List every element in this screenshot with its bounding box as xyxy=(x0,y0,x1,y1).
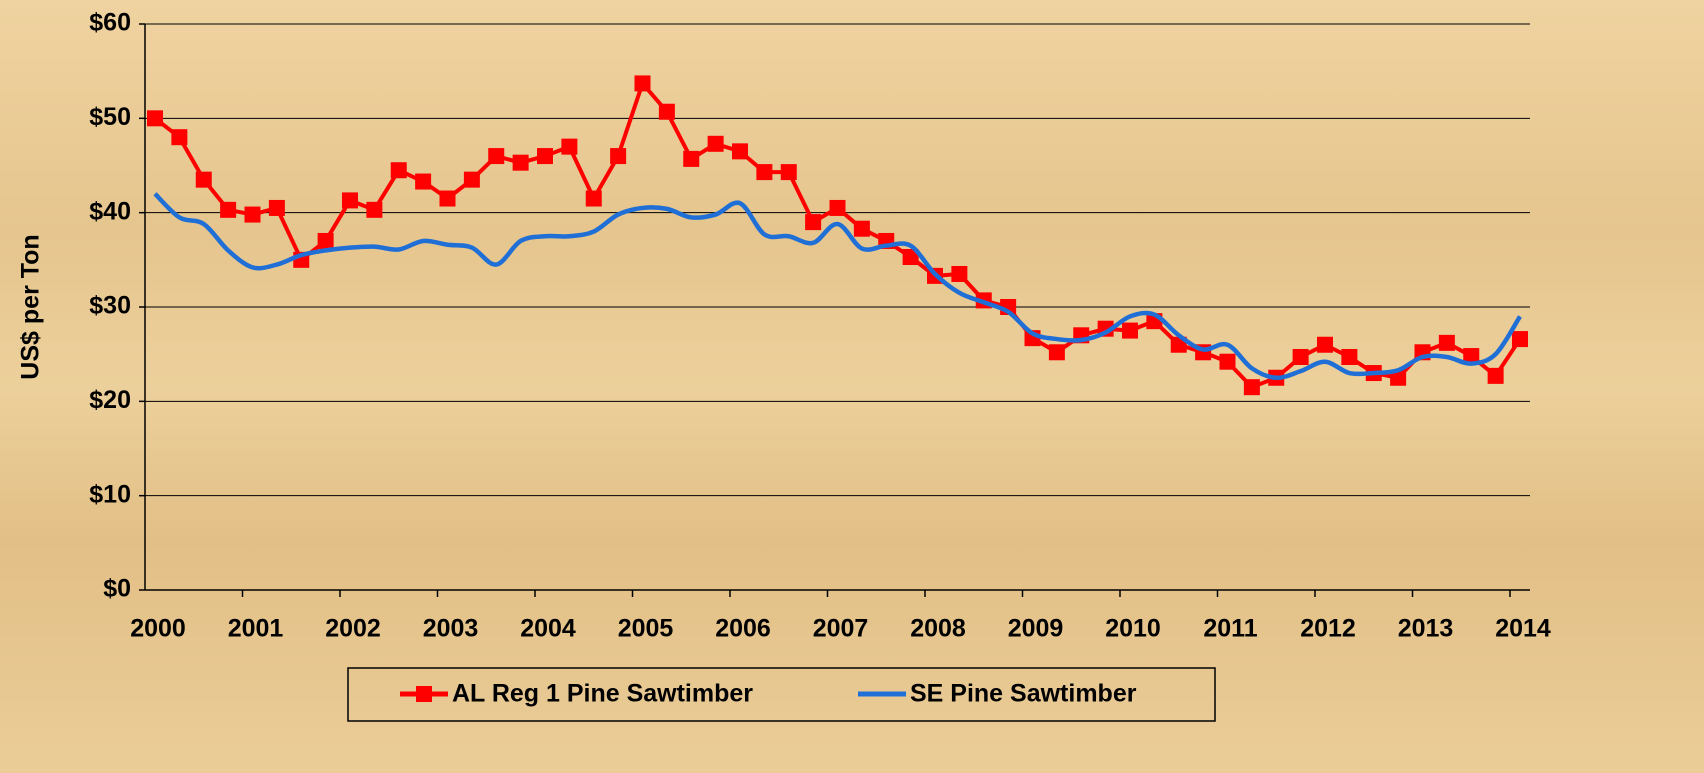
marker xyxy=(220,201,237,218)
marker xyxy=(1487,367,1504,384)
marker xyxy=(707,135,724,152)
x-tick-label: 2001 xyxy=(228,615,284,643)
x-tick-label: 2005 xyxy=(618,615,674,643)
marker xyxy=(439,190,456,207)
x-tick-label: 2009 xyxy=(1008,615,1064,643)
legend-label: SE Pine Sawtimber xyxy=(910,680,1137,708)
marker xyxy=(342,192,358,209)
x-tick-label: 2012 xyxy=(1300,615,1356,643)
marker xyxy=(732,143,748,160)
marker xyxy=(195,171,212,188)
x-tick-label: 2007 xyxy=(813,615,869,643)
y-tick-label: $50 xyxy=(89,103,131,131)
marker xyxy=(634,75,651,92)
series-line xyxy=(153,192,1522,381)
marker xyxy=(1292,348,1309,365)
x-tick-label: 2002 xyxy=(325,615,381,643)
marker xyxy=(463,171,480,188)
marker xyxy=(1219,353,1236,370)
marker xyxy=(1048,344,1065,361)
marker xyxy=(853,220,870,237)
marker xyxy=(1243,379,1260,396)
marker xyxy=(561,138,578,155)
y-tick-label: $0 xyxy=(103,575,131,603)
marker xyxy=(415,173,432,190)
y-tick-label: $40 xyxy=(89,197,131,225)
marker xyxy=(1438,334,1455,351)
legend-box xyxy=(347,667,1216,722)
x-tick-label: 2003 xyxy=(423,615,479,643)
marker xyxy=(683,150,700,167)
marker xyxy=(829,199,846,216)
y-tick-label: $20 xyxy=(89,386,131,414)
marker xyxy=(366,201,383,218)
x-tick-label: 2000 xyxy=(130,615,186,643)
x-tick-label: 2004 xyxy=(520,615,576,643)
marker xyxy=(780,164,797,181)
marker xyxy=(317,232,334,249)
y-axis-label: US$ per Ton xyxy=(17,234,45,379)
x-tick-label: 2013 xyxy=(1398,615,1454,643)
marker xyxy=(390,162,407,179)
marker xyxy=(268,199,285,216)
marker xyxy=(585,190,602,207)
x-tick-label: 2014 xyxy=(1495,615,1551,643)
marker xyxy=(1512,331,1528,348)
marker xyxy=(756,164,773,181)
x-tick-label: 2006 xyxy=(715,615,771,643)
legend-marker xyxy=(416,686,432,702)
x-tick-label: 2010 xyxy=(1105,615,1161,643)
marker xyxy=(171,129,188,146)
marker xyxy=(1463,348,1480,365)
y-tick-label: $10 xyxy=(89,480,131,508)
marker xyxy=(512,154,529,171)
marker xyxy=(244,206,261,223)
marker xyxy=(1341,348,1358,365)
y-tick-label: $30 xyxy=(89,292,131,320)
marker xyxy=(147,110,163,127)
marker xyxy=(951,265,968,282)
marker xyxy=(488,148,505,165)
marker xyxy=(610,148,627,165)
legend-label: AL Reg 1 Pine Sawtimber xyxy=(452,680,753,708)
marker xyxy=(1390,369,1407,386)
marker xyxy=(1317,336,1333,353)
y-tick-label: $60 xyxy=(89,9,131,37)
x-tick-label: 2011 xyxy=(1203,615,1257,643)
marker xyxy=(805,214,822,231)
marker xyxy=(658,103,675,120)
marker xyxy=(902,249,919,266)
marker xyxy=(1122,322,1138,339)
x-tick-label: 2008 xyxy=(910,615,966,643)
marker xyxy=(537,148,553,165)
